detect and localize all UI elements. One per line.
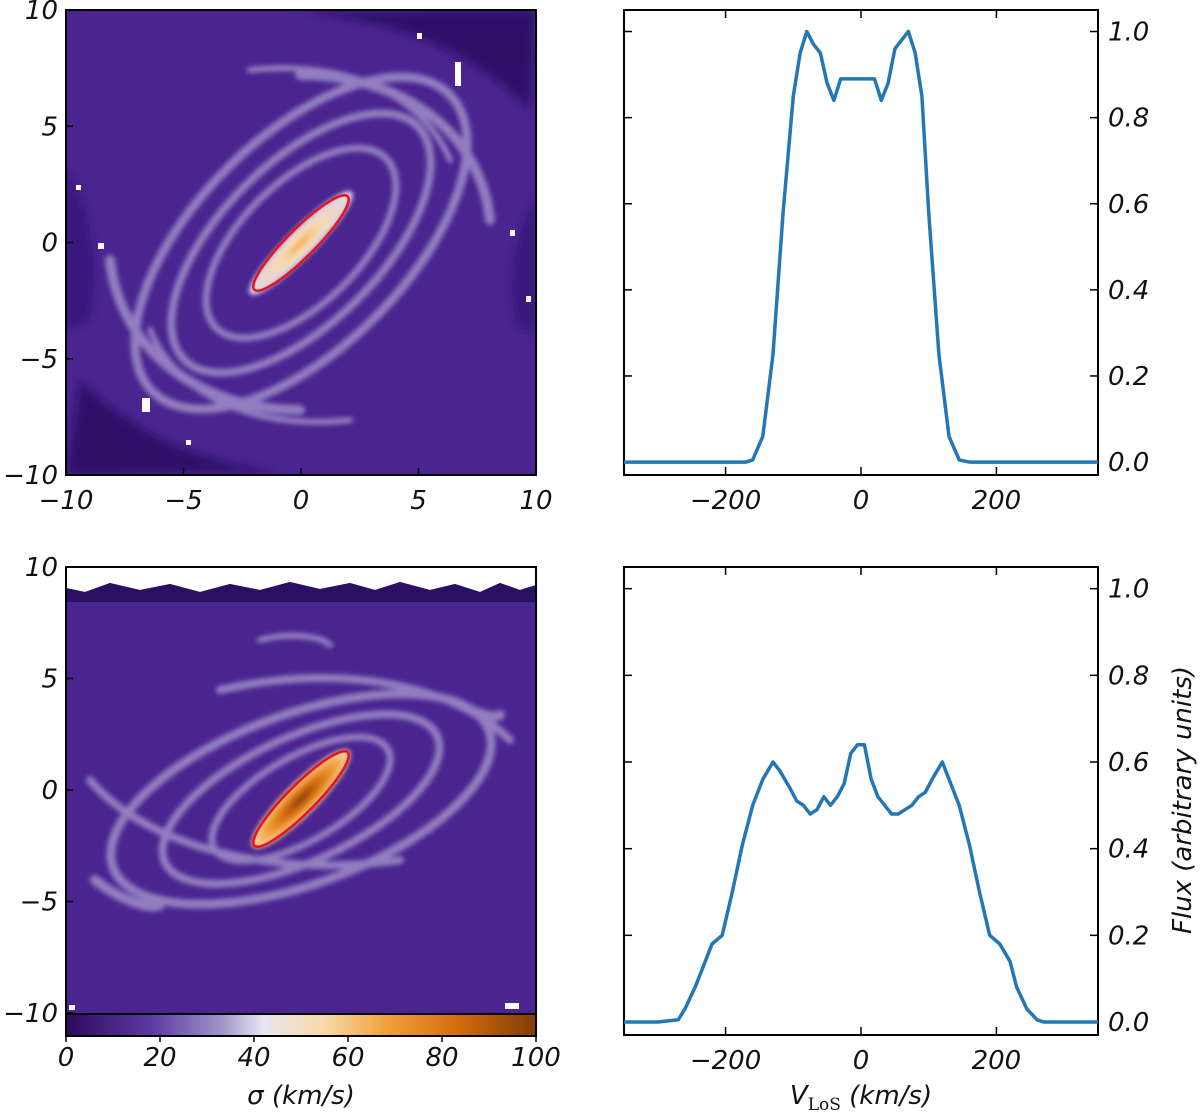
aperture-ellipse-bottom xyxy=(252,750,350,848)
x-tick-label: 200 xyxy=(972,1046,1022,1076)
colorbar-tick-label: 0 xyxy=(58,1043,75,1073)
x-tick-label: −200 xyxy=(690,1046,761,1076)
y-tick-label: 5 xyxy=(41,112,58,142)
heatmap-panel-top-left: −10−10 −5 −5 0 0 5 5 10 10 xyxy=(3,0,552,516)
y-tick-label: 1.0 xyxy=(1108,18,1149,48)
x-axis-title: VLoS (km/s) xyxy=(790,1081,932,1115)
x-tick-label: 0 xyxy=(853,486,870,516)
y-tick-label: −10 xyxy=(3,999,58,1029)
y-tick-label: 0.4 xyxy=(1108,276,1149,306)
sigma-map-bottom xyxy=(66,567,536,1014)
x-tick-label: 5 xyxy=(410,486,427,516)
heatmap-panel-bottom-left: −10 −5 0 5 10 0 20 40 60 80 100 σ (km/s) xyxy=(3,553,561,1111)
x-tick-label: −200 xyxy=(690,486,761,516)
y-tick-label: 10 xyxy=(25,553,58,583)
y-tick-label: 0 xyxy=(41,229,58,259)
x-tick-label: 200 xyxy=(972,486,1022,516)
y-tick-label: 1.0 xyxy=(1108,575,1149,605)
y-tick-label: 0.2 xyxy=(1108,921,1149,951)
y-tick-label: 10 xyxy=(25,0,58,26)
y-tick-label: 5 xyxy=(41,665,58,695)
colorbar-tick-label: 80 xyxy=(425,1043,458,1073)
y-tick-label: 0.2 xyxy=(1108,362,1149,392)
colorbar-tick-label: 40 xyxy=(237,1043,270,1073)
flux-profile-line-bottom xyxy=(624,742,1098,1024)
y-tick-label: 0.8 xyxy=(1108,104,1149,134)
y-tick-label: 0.8 xyxy=(1108,661,1149,691)
masked-pixels-top xyxy=(76,33,531,445)
colorbar-label: σ (km/s) xyxy=(247,1081,355,1111)
colorbar-tick-label: 60 xyxy=(331,1043,364,1073)
y-tick-label: 0.0 xyxy=(1108,1008,1149,1038)
y-tick-label: 0.6 xyxy=(1108,190,1149,220)
line-panel-bottom-right: −200 0 200 0.0 0.2 0.4 0.6 0.8 1.0 VLoS (km/s) F… xyxy=(623,566,1198,1115)
y-tick-label: 0.6 xyxy=(1108,748,1149,778)
colorbar: 0 20 40 60 80 100 σ (km/s) xyxy=(58,1013,561,1111)
y-tick-label: −5 xyxy=(20,888,58,918)
line-panel-top-right: −200 0 200 0.0 0.2 0.4 0.6 0.8 1.0 xyxy=(623,9,1149,516)
x-tick-label: −5 xyxy=(164,486,202,516)
x-tick-label: 0 xyxy=(293,486,310,516)
y-tick-label: −5 xyxy=(20,345,58,375)
y-tick-label: 0.4 xyxy=(1108,835,1149,865)
y-tick-label: −10 xyxy=(3,461,58,491)
sigma-map-top xyxy=(66,10,536,475)
flux-profile-line-top xyxy=(624,29,1098,464)
colorbar-tick-label: 100 xyxy=(511,1043,561,1073)
y-tick-label: 0 xyxy=(41,776,58,806)
x-tick-label: 0 xyxy=(853,1046,870,1076)
y-tick-label: 0.0 xyxy=(1108,448,1149,478)
x-tick-label: 10 xyxy=(519,486,552,516)
x-tick-label: −10 xyxy=(39,486,94,516)
y-axis-title: Flux (arbitrary units) xyxy=(1168,666,1198,934)
aperture-ellipse-top xyxy=(252,194,350,292)
colorbar-tick-label: 20 xyxy=(143,1043,176,1073)
